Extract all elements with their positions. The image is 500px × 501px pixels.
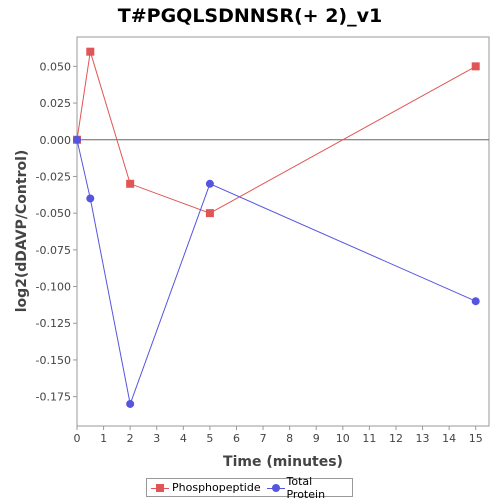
x-tick-label: 3 [153, 432, 160, 445]
plot-area [76, 36, 490, 427]
x-axis-label: Time (minutes) [223, 454, 343, 470]
y-tick-label: 0.050 [40, 60, 72, 73]
legend-item-phosphopeptide: Phosphopeptide [151, 481, 261, 494]
series-layer [73, 47, 480, 408]
y-tick-label: 0.025 [40, 97, 72, 110]
data-point-total-protein [205, 179, 214, 188]
x-tick-label: 8 [286, 432, 293, 445]
legend-label-phosphopeptide: Phosphopeptide [172, 481, 261, 494]
y-tick-label: -0.150 [36, 354, 71, 367]
x-tick-label: 10 [336, 432, 350, 445]
x-tick-label: 7 [260, 432, 267, 445]
data-point-total-protein [471, 297, 480, 306]
x-tick-label: 15 [469, 432, 483, 445]
x-tick-label: 14 [442, 432, 456, 445]
x-axis: 0 1 2 3 4 5 6 7 8 9 10 11 12 13 14 15 [74, 426, 483, 445]
y-tick-label: -0.050 [36, 207, 71, 220]
data-point-phosphopeptide [86, 47, 95, 56]
x-tick-label: 11 [362, 432, 376, 445]
x-tick-label: 6 [233, 432, 240, 445]
y-axis: 0.050 0.025 0.000 -0.025 -0.050 -0.075 -0.100 -… [36, 60, 77, 404]
phosphopeptide-swatch-icon [151, 483, 169, 493]
data-point-phosphopeptide [471, 62, 480, 71]
x-tick-label: 13 [416, 432, 430, 445]
y-tick-label: -0.075 [36, 244, 71, 257]
data-point-phosphopeptide [126, 179, 135, 188]
data-point-total-protein [126, 399, 135, 408]
chart-title: T#PGQLSDNNSR(+ 2)_v1 [118, 5, 382, 27]
data-point-total-protein [86, 194, 95, 203]
legend: Phosphopeptide Total Protein [146, 475, 353, 501]
y-tick-label: -0.025 [36, 170, 71, 183]
y-axis-label: log2(dDAVP/Control) [14, 150, 30, 313]
x-tick-label: 5 [206, 432, 213, 445]
y-tick-label: -0.175 [36, 391, 71, 404]
x-tick-label: 12 [389, 432, 403, 445]
x-tick-label: 9 [313, 432, 320, 445]
x-tick-label: 0 [74, 432, 81, 445]
y-tick-label: 0.000 [40, 134, 72, 147]
data-point-total-protein [73, 135, 81, 144]
data-point-phosphopeptide [205, 209, 214, 218]
x-tick-label: 1 [100, 432, 107, 445]
total-protein-swatch-icon [266, 483, 285, 493]
x-tick-label: 4 [180, 432, 187, 445]
legend-label-total-protein: Total Protein [286, 474, 326, 501]
y-tick-label: -0.125 [36, 317, 71, 330]
y-tick-label: -0.100 [36, 281, 71, 294]
x-tick-label: 2 [127, 432, 134, 445]
legend-item-total-protein: Total Protein [266, 474, 350, 501]
